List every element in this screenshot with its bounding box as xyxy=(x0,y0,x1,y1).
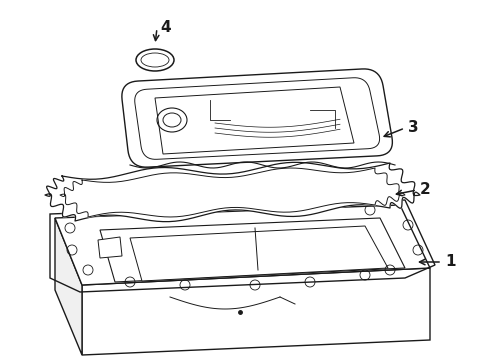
Polygon shape xyxy=(98,237,122,258)
Text: 3: 3 xyxy=(407,121,418,135)
Polygon shape xyxy=(82,268,429,355)
Text: 1: 1 xyxy=(444,255,454,270)
Polygon shape xyxy=(55,218,82,355)
Text: 4: 4 xyxy=(160,21,170,36)
Text: 2: 2 xyxy=(419,183,430,198)
Polygon shape xyxy=(155,87,353,154)
Polygon shape xyxy=(60,168,404,217)
Polygon shape xyxy=(135,78,379,159)
Polygon shape xyxy=(100,218,404,282)
Polygon shape xyxy=(45,162,419,222)
Polygon shape xyxy=(130,226,387,281)
Polygon shape xyxy=(122,69,391,167)
Polygon shape xyxy=(55,205,429,285)
